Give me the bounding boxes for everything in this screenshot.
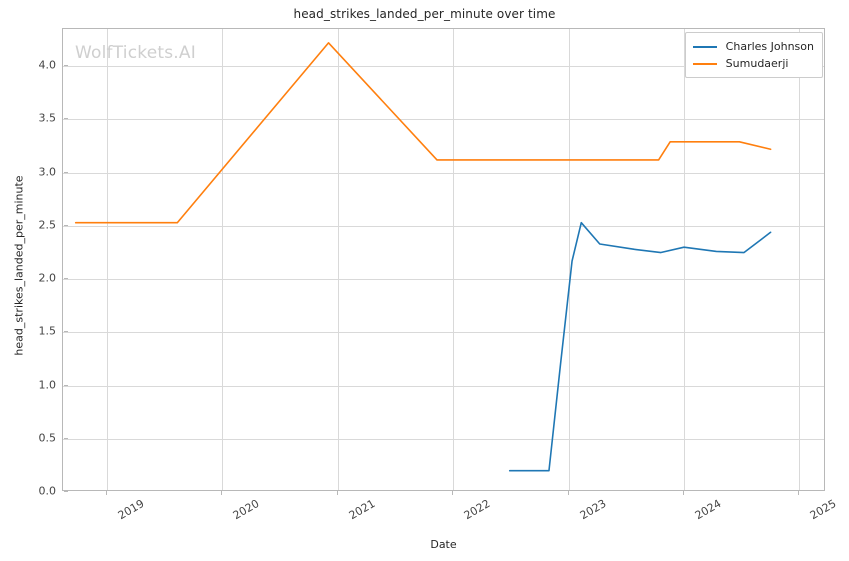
y-tick-label: 1.0 [38, 378, 57, 392]
x-tick-mark [221, 491, 222, 495]
x-tick-mark [106, 491, 107, 495]
y-tick-label: 4.0 [38, 58, 57, 72]
chart-legend: Charles Johnson Sumudaerji [684, 32, 823, 78]
gridline-horizontal [63, 386, 824, 387]
plot-area: WolfTickets.AI [62, 28, 825, 491]
gridline-horizontal [63, 173, 824, 174]
gridline-vertical [684, 29, 685, 490]
legend-label: Charles Johnson [725, 40, 814, 53]
watermark-label: WolfTickets.AI [75, 43, 196, 63]
gridline-vertical [569, 29, 570, 490]
series-line [74, 42, 772, 224]
y-tick-mark [64, 491, 68, 492]
gridline-vertical [107, 29, 108, 490]
x-tick-label: 2024 [692, 497, 724, 523]
y-axis-ticks: 0.0 0.5 1.0 1.5 2.0 2.5 3.0 3.5 4.0 [8, 28, 68, 498]
x-tick-label: 2020 [231, 497, 262, 523]
y-axis-label: head_strikes_landed_per_minute [12, 175, 26, 356]
x-tick-label: 2025 [808, 497, 839, 523]
legend-color-swatch [692, 45, 717, 48]
y-tick-mark [64, 65, 68, 66]
x-axis-ticks: 2019 2020 2021 2022 2023 2024 2025 [62, 491, 839, 541]
y-tick-mark [64, 385, 68, 386]
gridline-vertical [222, 29, 223, 490]
gridline-horizontal [63, 279, 824, 280]
x-axis-label: Date [430, 538, 457, 551]
x-tick-label: 2022 [461, 497, 493, 523]
y-tick-label: 2.0 [38, 271, 57, 285]
gridline-horizontal [63, 119, 824, 120]
y-tick-label: 3.0 [38, 165, 57, 179]
gridline-vertical [799, 29, 800, 490]
series-line [508, 221, 772, 472]
y-tick-label: 0.5 [38, 431, 57, 445]
y-tick-label: 0.0 [38, 484, 57, 498]
x-tick-label: 2023 [577, 497, 609, 523]
x-tick-mark [798, 491, 799, 495]
gridline-horizontal [63, 226, 824, 227]
y-tick-label: 1.5 [38, 324, 57, 338]
gridline-horizontal [63, 332, 824, 333]
y-tick-mark [64, 278, 68, 279]
gridline-horizontal [63, 439, 824, 440]
chart-title: head_strikes_landed_per_minute over time [293, 7, 556, 21]
legend-color-swatch [692, 62, 717, 65]
gridline-vertical [338, 29, 339, 490]
legend-item[interactable]: Charles Johnson [692, 38, 814, 55]
legend-label: Sumudaerji [725, 57, 789, 70]
y-tick-mark [64, 118, 68, 119]
gridline-horizontal [63, 66, 824, 67]
x-tick-mark [337, 491, 338, 495]
gridline-vertical [453, 29, 454, 490]
x-tick-label: 2019 [115, 497, 147, 523]
y-tick-mark [64, 438, 68, 439]
y-tick-mark [64, 225, 68, 226]
legend-item[interactable]: Sumudaerji [692, 55, 814, 72]
y-tick-label: 3.5 [38, 111, 57, 125]
x-tick-mark [568, 491, 569, 495]
y-tick-mark [64, 331, 68, 332]
x-tick-mark [683, 491, 684, 495]
x-tick-label: 2021 [346, 497, 378, 523]
y-tick-label: 2.5 [38, 218, 57, 232]
x-tick-mark [452, 491, 453, 495]
series-lines [74, 42, 772, 472]
y-tick-mark [64, 172, 68, 173]
